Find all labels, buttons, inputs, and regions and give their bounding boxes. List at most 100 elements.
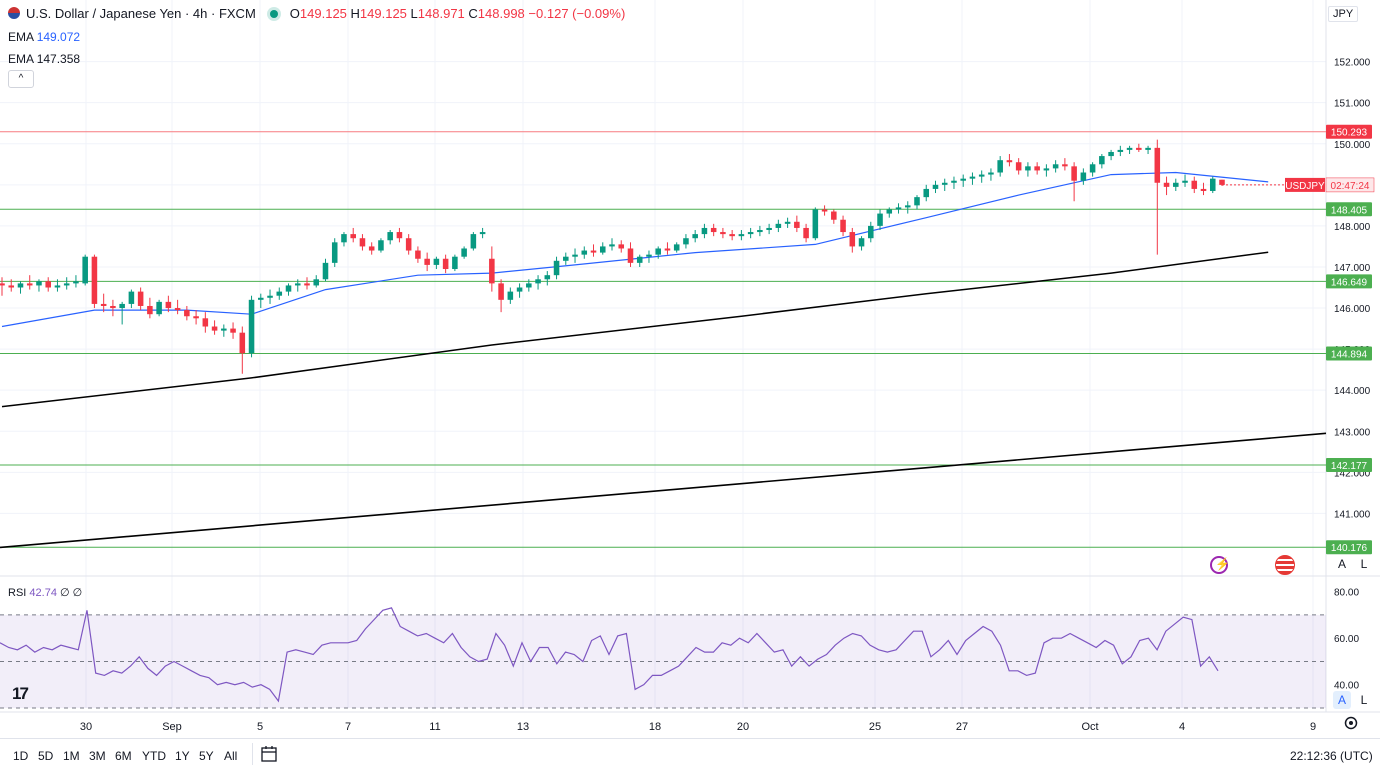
range-3m[interactable]: 3M: [89, 749, 106, 763]
candle[interactable]: [655, 248, 661, 255]
candle[interactable]: [1015, 162, 1022, 171]
candle[interactable]: [193, 316, 199, 319]
candle[interactable]: [692, 234, 698, 239]
tradingview-logo[interactable]: 17: [12, 684, 29, 703]
trend-line[interactable]: [0, 432, 1327, 549]
candle[interactable]: [100, 303, 107, 306]
candle[interactable]: [775, 223, 782, 228]
candle[interactable]: [553, 260, 560, 276]
candle[interactable]: [978, 174, 985, 177]
candle[interactable]: [8, 285, 15, 288]
candle[interactable]: [923, 188, 930, 198]
candle[interactable]: [581, 250, 588, 255]
candle[interactable]: [396, 232, 403, 239]
candle[interactable]: [165, 301, 172, 309]
candle[interactable]: [1025, 166, 1031, 171]
range-1y[interactable]: 1Y: [175, 749, 190, 763]
candle[interactable]: [322, 262, 329, 280]
candle[interactable]: [479, 232, 486, 235]
candle[interactable]: [683, 238, 689, 245]
candle[interactable]: [701, 227, 708, 235]
candle[interactable]: [415, 250, 421, 259]
candle[interactable]: [988, 172, 994, 175]
candle[interactable]: [1136, 147, 1142, 150]
candle[interactable]: [868, 225, 874, 239]
candle[interactable]: [969, 176, 976, 179]
candle[interactable]: [646, 254, 652, 257]
candle[interactable]: [840, 219, 846, 233]
log-scale-button[interactable]: L: [1360, 557, 1368, 571]
us-flag-icon[interactable]: [1275, 555, 1295, 575]
symbol-title[interactable]: U.S. Dollar / Japanese Yen · 4h · FXCM: [26, 6, 256, 21]
range-1m[interactable]: 1M: [63, 749, 80, 763]
candle[interactable]: [636, 256, 643, 263]
candle[interactable]: [248, 299, 255, 354]
candle[interactable]: [156, 301, 162, 315]
candle[interactable]: [794, 221, 800, 228]
candle[interactable]: [91, 256, 98, 304]
ema-slow-line[interactable]: [1, 251, 1269, 408]
candle[interactable]: [424, 258, 430, 265]
candle[interactable]: [1089, 164, 1096, 173]
candle[interactable]: [1191, 180, 1198, 189]
candle[interactable]: [313, 279, 320, 286]
candle[interactable]: [729, 234, 735, 237]
rsi-auto-scale-button[interactable]: A: [1333, 691, 1351, 709]
candle[interactable]: [812, 209, 819, 239]
candle[interactable]: [599, 246, 606, 253]
range-all[interactable]: All: [224, 749, 238, 763]
candle[interactable]: [211, 326, 218, 331]
candle[interactable]: [73, 281, 79, 284]
candle[interactable]: [82, 256, 88, 284]
candle[interactable]: [1006, 160, 1013, 163]
settings-gear-icon[interactable]: [1344, 716, 1358, 730]
candle[interactable]: [174, 308, 181, 311]
candle[interactable]: [267, 295, 273, 298]
candle[interactable]: [1052, 164, 1059, 169]
range-6m[interactable]: 6M: [115, 749, 132, 763]
candle[interactable]: [202, 318, 209, 327]
candle[interactable]: [489, 258, 495, 284]
candle[interactable]: [461, 248, 467, 257]
candle[interactable]: [239, 332, 246, 354]
candle[interactable]: [747, 232, 754, 235]
candle[interactable]: [895, 207, 902, 210]
candle[interactable]: [673, 244, 680, 251]
candle[interactable]: [1173, 182, 1179, 187]
candle[interactable]: [341, 234, 347, 243]
candle[interactable]: [1062, 164, 1068, 167]
candle[interactable]: [137, 291, 144, 306]
candle[interactable]: [821, 209, 828, 212]
candle[interactable]: [831, 211, 837, 220]
rsi-legend[interactable]: RSI 42.74 ∅ ∅: [8, 587, 83, 599]
candle[interactable]: [914, 197, 920, 206]
candle[interactable]: [258, 297, 264, 300]
candle[interactable]: [1126, 147, 1133, 150]
candle[interactable]: [54, 285, 61, 288]
auto-scale-button[interactable]: A: [1337, 557, 1346, 571]
candle[interactable]: [36, 281, 42, 286]
candle[interactable]: [886, 209, 893, 214]
ema-fast-line[interactable]: [1, 171, 1269, 328]
candle[interactable]: [544, 275, 551, 280]
candle[interactable]: [230, 328, 236, 333]
candle[interactable]: [110, 305, 116, 309]
rsi-line[interactable]: [0, 607, 1219, 703]
collapse-legend-button[interactable]: ^: [8, 70, 34, 88]
candle[interactable]: [1154, 147, 1161, 183]
rsi-log-scale-button[interactable]: L: [1360, 693, 1368, 707]
candle[interactable]: [378, 240, 384, 251]
candle[interactable]: [757, 230, 763, 233]
candle[interactable]: [433, 258, 440, 265]
range-5d[interactable]: 5D: [38, 749, 54, 763]
candle[interactable]: [147, 305, 153, 315]
candle[interactable]: [1099, 156, 1105, 165]
candle[interactable]: [26, 283, 33, 286]
range-5y[interactable]: 5Y: [199, 749, 214, 763]
candle[interactable]: [184, 310, 190, 317]
candle[interactable]: [932, 184, 939, 189]
candle[interactable]: [368, 246, 375, 251]
candle[interactable]: [1209, 178, 1216, 191]
candle[interactable]: [359, 238, 366, 247]
